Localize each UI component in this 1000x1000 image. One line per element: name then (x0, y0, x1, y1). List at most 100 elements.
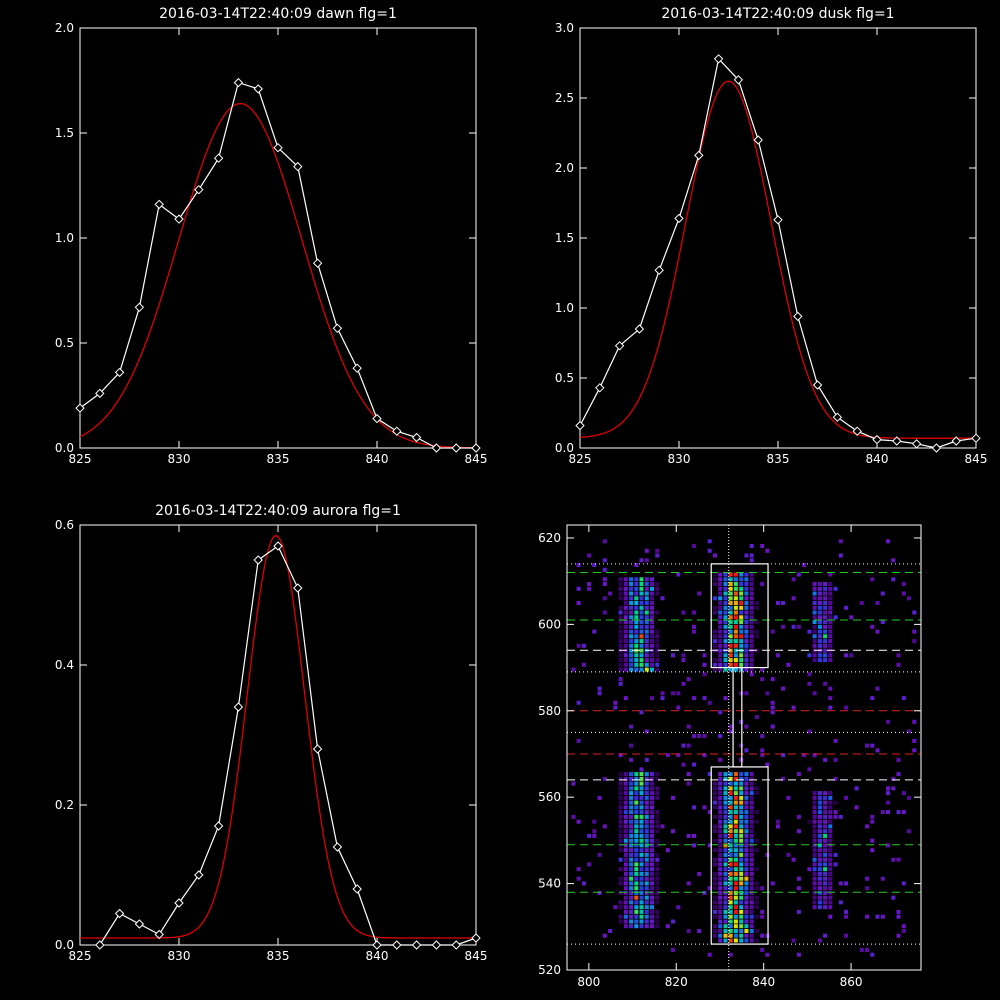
heatmap-cell (744, 786, 749, 791)
heatmap-cell (634, 776, 639, 781)
heatmap-cell (744, 615, 749, 620)
heatmap-cell (713, 924, 717, 929)
heatmap-cell (823, 848, 828, 853)
heatmap-cell (870, 838, 875, 843)
heatmap-cell (681, 762, 686, 767)
heatmap-cell (639, 577, 644, 582)
heatmap-cell (739, 743, 744, 748)
heatmap-cell (655, 795, 660, 800)
heatmap-cell (618, 629, 623, 634)
heatmap-cell (634, 824, 639, 829)
heatmap-cell (639, 658, 644, 663)
heatmap-cell (907, 795, 911, 800)
heatmap-cell (733, 857, 738, 862)
heatmap-cell (728, 871, 733, 876)
heatmap-cell (817, 857, 822, 862)
heatmap-cell (718, 924, 723, 929)
heatmap-cell (718, 591, 723, 596)
heatmap-cell (833, 738, 838, 743)
heatmap-cell (718, 905, 723, 910)
heatmap-cell (807, 681, 812, 686)
heatmap-cell (728, 572, 733, 577)
heatmap-cell (817, 895, 822, 900)
heatmap-cell (634, 857, 639, 862)
heatmap-cell (639, 648, 644, 653)
heatmap-cell (650, 605, 654, 610)
heatmap-cell (718, 734, 723, 739)
heatmap-cell (629, 601, 634, 605)
x-tick-label: 840 (366, 452, 389, 466)
heatmap-cell (723, 833, 728, 838)
heatmap-cell (571, 667, 576, 672)
heatmap-cell (823, 591, 828, 596)
heatmap-cell (639, 791, 644, 796)
heatmap-cell (817, 605, 822, 610)
heatmap-cell (618, 900, 623, 905)
heatmap-cell (749, 582, 754, 586)
heatmap-cell (896, 933, 901, 938)
heatmap-cell (723, 800, 728, 805)
heatmap-cell (644, 829, 649, 834)
heatmap-cell (865, 948, 870, 952)
heatmap-cell (644, 795, 649, 800)
x-tick-label: 825 (69, 949, 92, 963)
heatmap-cell (634, 881, 639, 886)
heatmap-cell (718, 572, 723, 577)
heatmap-cell (733, 653, 738, 658)
heatmap-cell (739, 653, 744, 658)
heatmap-cell (655, 772, 660, 777)
heatmap-cell (713, 929, 717, 933)
heatmap-cell (728, 639, 733, 644)
heatmap-cell (912, 719, 917, 724)
heatmap-cell (650, 781, 654, 786)
x-tick-label: 860 (840, 975, 863, 989)
heatmap-cell (644, 615, 649, 620)
heatmap-cell (676, 691, 681, 696)
heatmap-cell (629, 900, 634, 905)
heatmap-cell (744, 572, 749, 577)
heatmap-cell (749, 795, 754, 800)
heatmap-cell (713, 577, 717, 582)
heatmap-cell (817, 814, 822, 819)
heatmap-cell (634, 838, 639, 843)
heatmap-cell (644, 620, 649, 624)
heatmap-cell (838, 814, 843, 819)
heatmap-cell (749, 938, 754, 943)
y-tick-label: 560 (538, 790, 561, 804)
data-point (253, 555, 263, 565)
heatmap-cell (671, 829, 675, 834)
heatmap-cell (823, 586, 828, 591)
heatmap-cell (718, 886, 723, 891)
heatmap-cell (817, 867, 822, 872)
data-point (293, 161, 303, 172)
x-tick-label: 800 (577, 975, 600, 989)
heatmap-cell (644, 862, 649, 867)
chart-title: 2016-03-14T22:40:09 dawn flg=1 (159, 6, 397, 22)
heatmap-cell (650, 900, 654, 905)
heatmap-cell (728, 876, 733, 881)
heatmap-cell (901, 696, 906, 701)
heatmap-cell (823, 852, 828, 857)
heatmap-cell (749, 867, 754, 872)
heatmap-cell (749, 577, 754, 582)
heatmap-cell (733, 624, 738, 629)
heatmap-cell (828, 705, 833, 710)
heatmap-cell (681, 610, 686, 615)
heatmap-cell (644, 558, 649, 563)
heatmap-cell (907, 829, 911, 834)
heatmap-cell (576, 867, 581, 872)
heatmap-cell (728, 867, 733, 872)
heatmap-cell (723, 791, 728, 796)
heatmap-cell (760, 677, 765, 682)
y-tick-label: 1.0 (55, 231, 74, 245)
heatmap-cell (650, 662, 654, 667)
heatmap-cell (896, 653, 901, 658)
heatmap-cell (744, 601, 749, 605)
heatmap-cell (823, 876, 828, 881)
heatmap-cell (886, 800, 890, 805)
heatmap-cell (823, 890, 828, 895)
heatmap-cell (629, 905, 634, 910)
x-tick-label: 845 (465, 452, 488, 466)
heatmap-cell (639, 914, 644, 919)
heatmap-cell (812, 753, 817, 758)
